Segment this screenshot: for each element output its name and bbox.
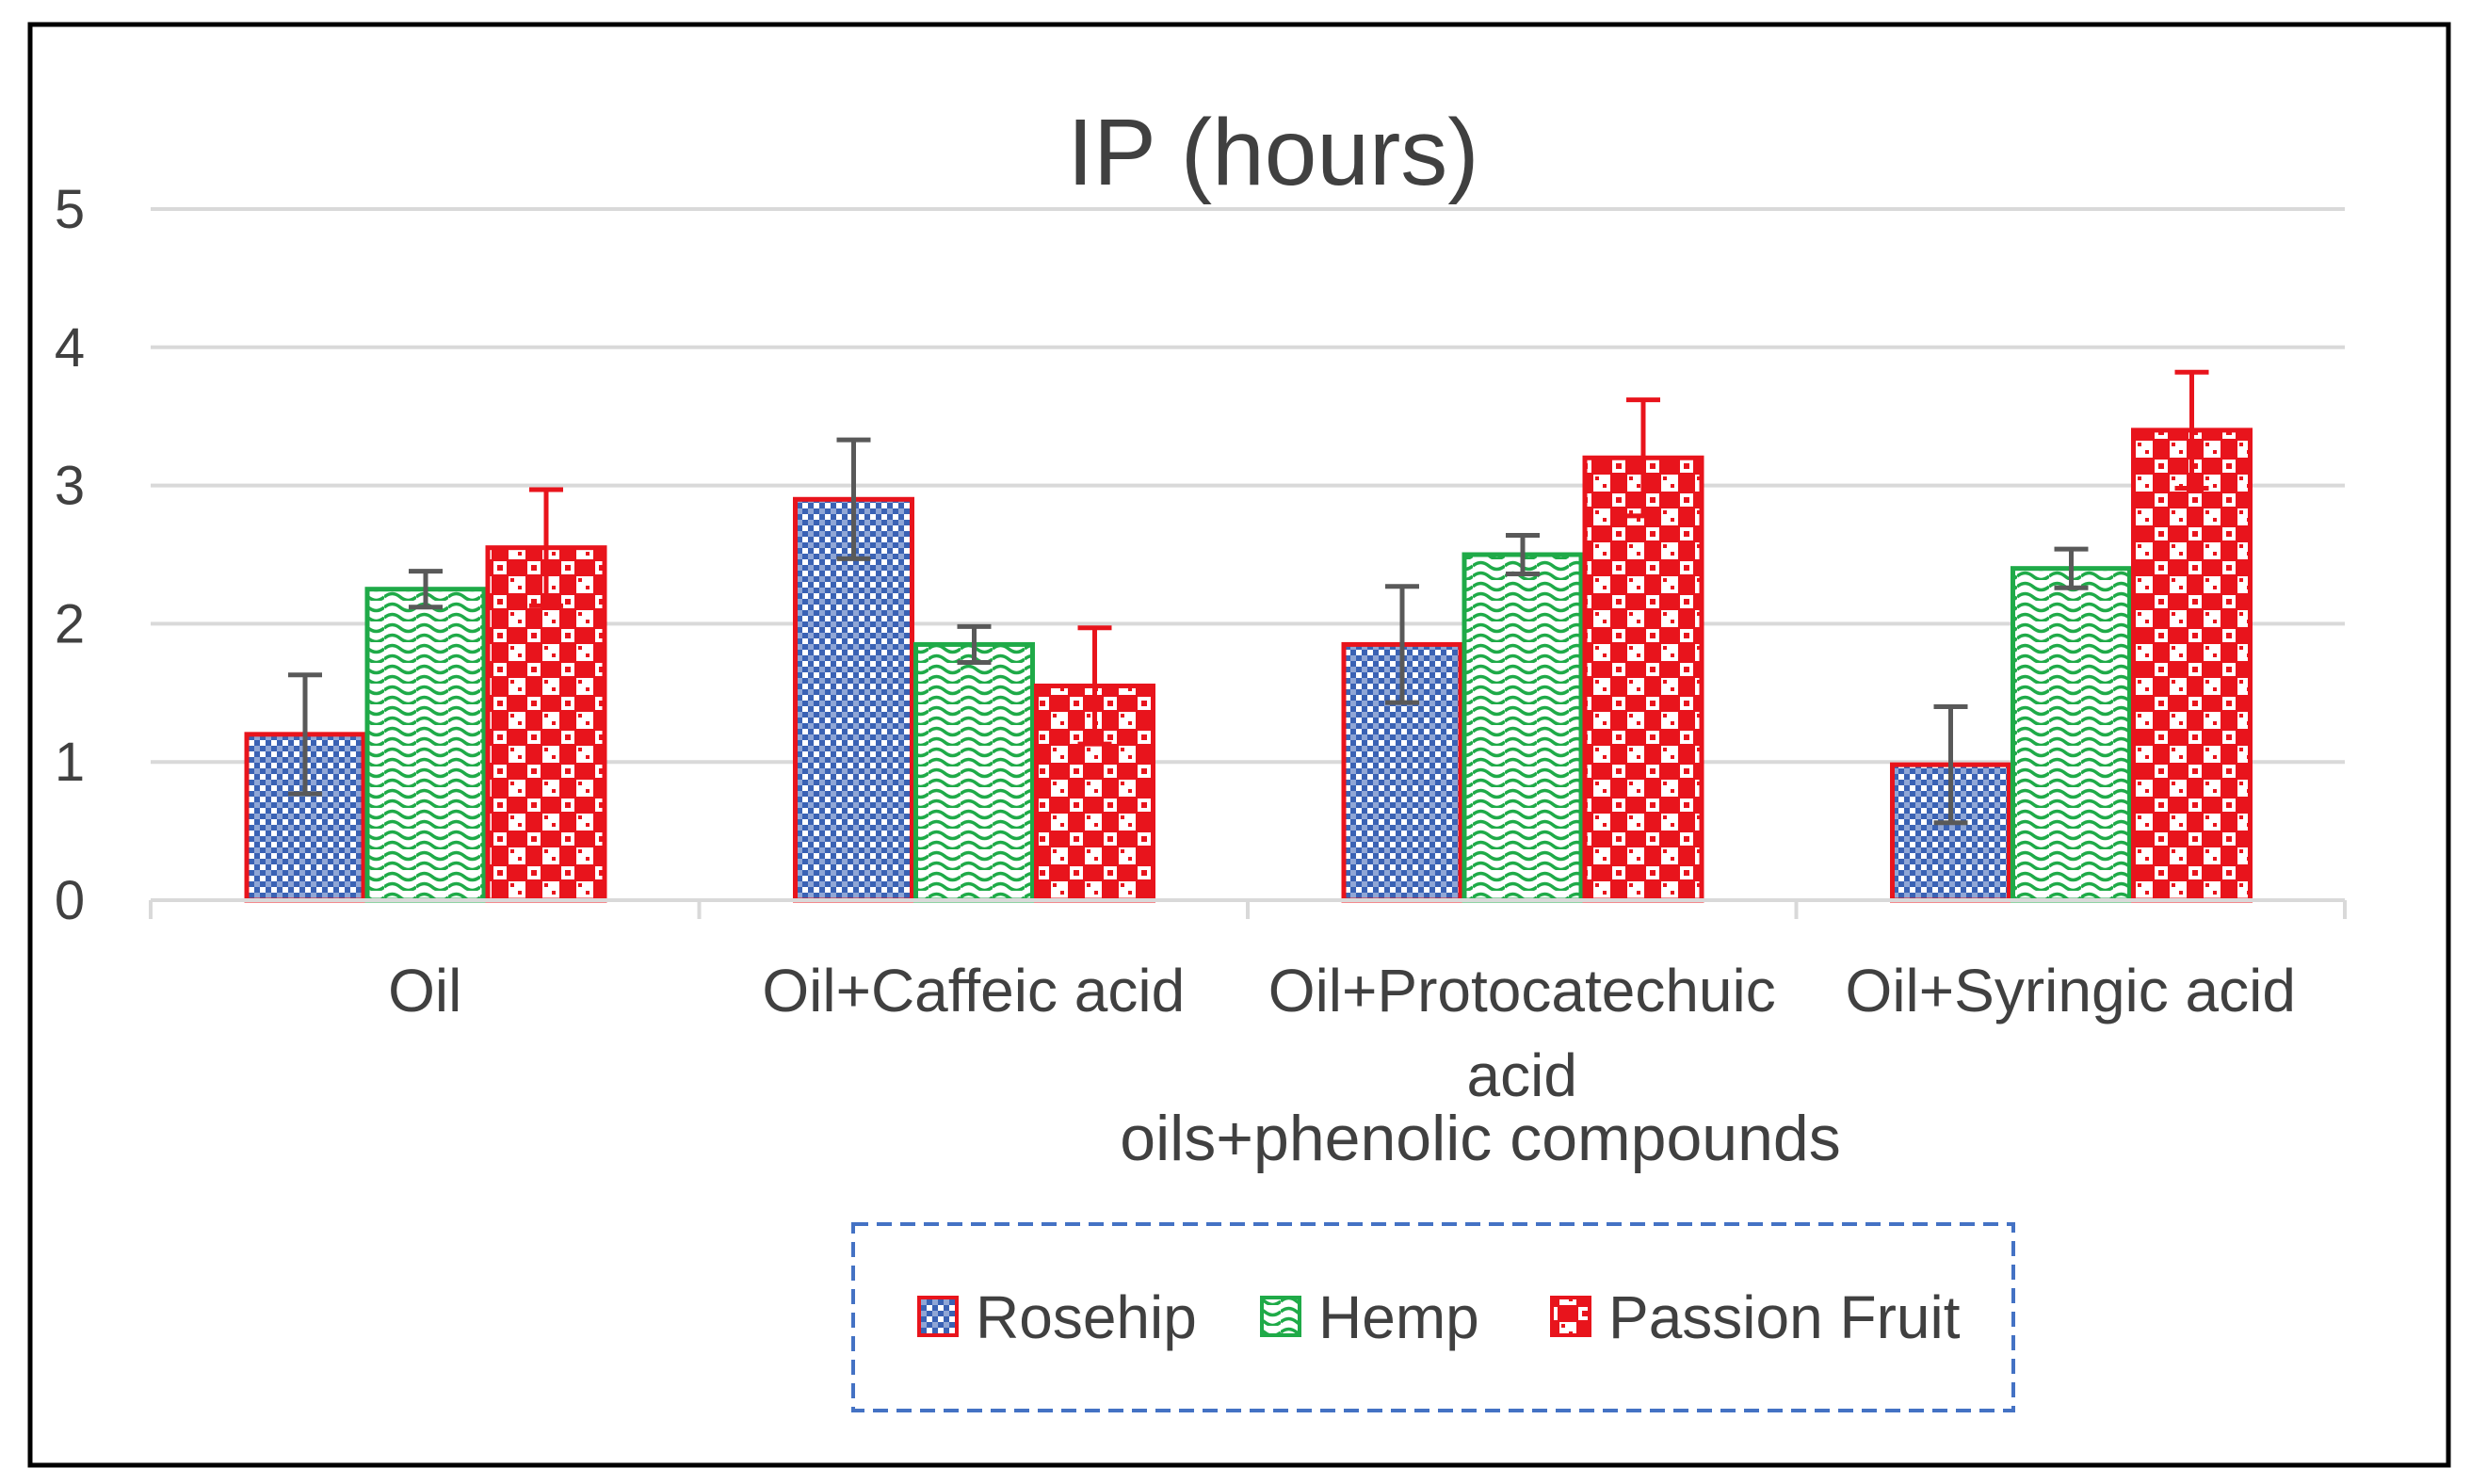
legend-swatch-rosehip bbox=[917, 1296, 959, 1337]
error-bar bbox=[1077, 625, 1112, 747]
bar-rosehip bbox=[793, 496, 914, 903]
x-category-label: Oil+Caffeic acid bbox=[762, 957, 1185, 1024]
x-category-label: Oil bbox=[388, 957, 461, 1024]
legend-label: Passion Fruit bbox=[1608, 1283, 1961, 1351]
bar-passion-fruit bbox=[1582, 455, 1704, 903]
error-bar bbox=[409, 569, 443, 610]
bar-hemp bbox=[364, 587, 487, 903]
legend-box bbox=[851, 1222, 2015, 1412]
error-bar bbox=[1385, 584, 1419, 705]
y-axis-ticks: 0 1 2 3 4 5 bbox=[55, 179, 85, 931]
x-category-label: Oil+Protocatechuic bbox=[1268, 957, 1776, 1024]
error-bar bbox=[2054, 546, 2089, 590]
error-bar bbox=[836, 437, 871, 561]
x-axis-title: oils+phenolic compounds bbox=[1120, 1103, 1841, 1174]
error-bar bbox=[957, 623, 992, 666]
chart-title: IP (hours) bbox=[1067, 100, 1478, 205]
error-bar bbox=[1626, 397, 1660, 519]
bar-hemp bbox=[913, 641, 1035, 903]
bar-hemp bbox=[1462, 552, 1584, 903]
error-bar bbox=[1506, 532, 1540, 577]
legend: Rosehip Hemp Passion Fruit bbox=[917, 1283, 1961, 1351]
bar-passion-fruit bbox=[2131, 427, 2253, 903]
legend-swatch-passion-fruit bbox=[1550, 1296, 1591, 1337]
legend-swatch-hemp bbox=[1260, 1296, 1301, 1337]
y-tick-label: 1 bbox=[55, 732, 85, 793]
y-tick-label: 4 bbox=[55, 317, 85, 379]
y-tick-label: 0 bbox=[55, 870, 85, 931]
y-tick-label: 3 bbox=[55, 456, 85, 517]
x-category-label: acid bbox=[1467, 1041, 1577, 1109]
x-category-label: Oil+Syringic acid bbox=[1846, 957, 2296, 1024]
legend-label: Hemp bbox=[1318, 1283, 1479, 1351]
x-axis-category-labels: Oil Oil+Caffeic acid Oil+Protocatechuic aci… bbox=[388, 957, 2296, 1109]
error-bars bbox=[288, 369, 2209, 826]
error-bar bbox=[1933, 703, 1968, 826]
error-bar bbox=[529, 487, 563, 608]
bar-hemp bbox=[2011, 566, 2132, 903]
legend-label: Rosehip bbox=[976, 1283, 1197, 1351]
error-bar bbox=[288, 672, 322, 797]
error-bar bbox=[2174, 369, 2209, 492]
y-tick-label: 5 bbox=[55, 179, 85, 240]
x-axis bbox=[149, 898, 2347, 919]
y-tick-label: 2 bbox=[55, 593, 85, 654]
